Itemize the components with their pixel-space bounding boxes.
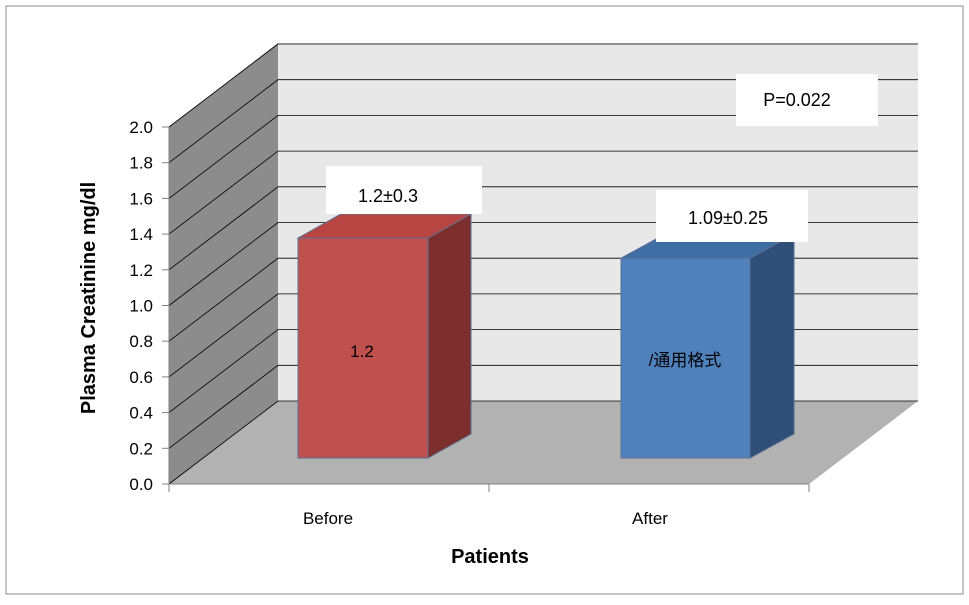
bar-after-side	[749, 233, 795, 459]
floor	[169, 401, 918, 484]
y-tick-label: 0.8	[129, 332, 153, 351]
y-tick-label: 0.2	[129, 439, 153, 458]
gridline	[168, 79, 918, 164]
bar-after	[620, 233, 795, 459]
y-tick-label: 0.6	[129, 368, 153, 387]
y-tick-label: 0.0	[129, 475, 153, 494]
y-axis: 0.0 0.2 0.4 0.6 0.8 1.0 1.2 1.4 1.6 1.8 2.0	[129, 118, 170, 494]
x-axis-title: Patients	[451, 546, 529, 568]
gridline	[168, 150, 918, 235]
bar-before-label: 1.2	[350, 342, 374, 361]
bar-before-front	[297, 237, 429, 459]
y-axis-title: Plasma Creatinine mg/dl	[78, 182, 100, 414]
annotation-before: 1.2±0.3	[358, 186, 418, 206]
y-tick-label: 1.4	[129, 225, 153, 244]
gridline	[168, 186, 918, 271]
bar-after-front	[620, 257, 751, 459]
bar-after-label: /通用格式	[649, 351, 722, 370]
y-tick-label: 1.8	[129, 154, 153, 173]
y-tick-label: 0.4	[129, 404, 153, 423]
annotation-box-after	[656, 190, 808, 242]
gridline	[168, 115, 918, 199]
y-tick-label: 1.0	[129, 297, 153, 316]
bar-before	[296, 213, 473, 459]
y-tick-label: 2.0	[129, 118, 153, 137]
p-value: P=0.022	[763, 90, 831, 110]
x-tick-label-after: After	[632, 509, 668, 528]
x-tick-label-before: Before	[303, 509, 353, 528]
p-value-box	[736, 74, 878, 126]
annotation-after: 1.09±0.25	[688, 208, 768, 228]
gridline	[168, 43, 918, 128]
bar-before-side	[427, 213, 472, 459]
y-tick-label: 1.2	[129, 261, 153, 280]
annotation-box-before	[326, 166, 482, 214]
y-tick-label: 1.6	[129, 189, 153, 208]
